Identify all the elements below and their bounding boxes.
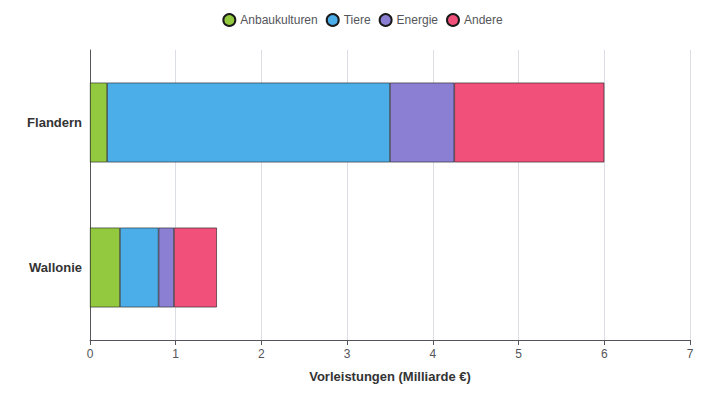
svg-text:Anbaukulturen: Anbaukulturen [240,13,317,27]
svg-text:Energie: Energie [397,13,439,27]
svg-text:Wallonie: Wallonie [29,260,82,275]
svg-text:1: 1 [172,347,179,361]
svg-text:7: 7 [687,347,694,361]
svg-text:Flandern: Flandern [27,115,82,130]
svg-text:4: 4 [430,347,437,361]
svg-text:Vorleistungen (Milliarde €): Vorleistungen (Milliarde €) [309,369,471,384]
svg-text:3: 3 [344,347,351,361]
svg-text:0: 0 [87,347,94,361]
svg-text:Andere: Andere [464,13,503,27]
svg-text:6: 6 [601,347,608,361]
svg-text:5: 5 [515,347,522,361]
svg-text:2: 2 [258,347,265,361]
svg-text:Tiere: Tiere [344,13,371,27]
